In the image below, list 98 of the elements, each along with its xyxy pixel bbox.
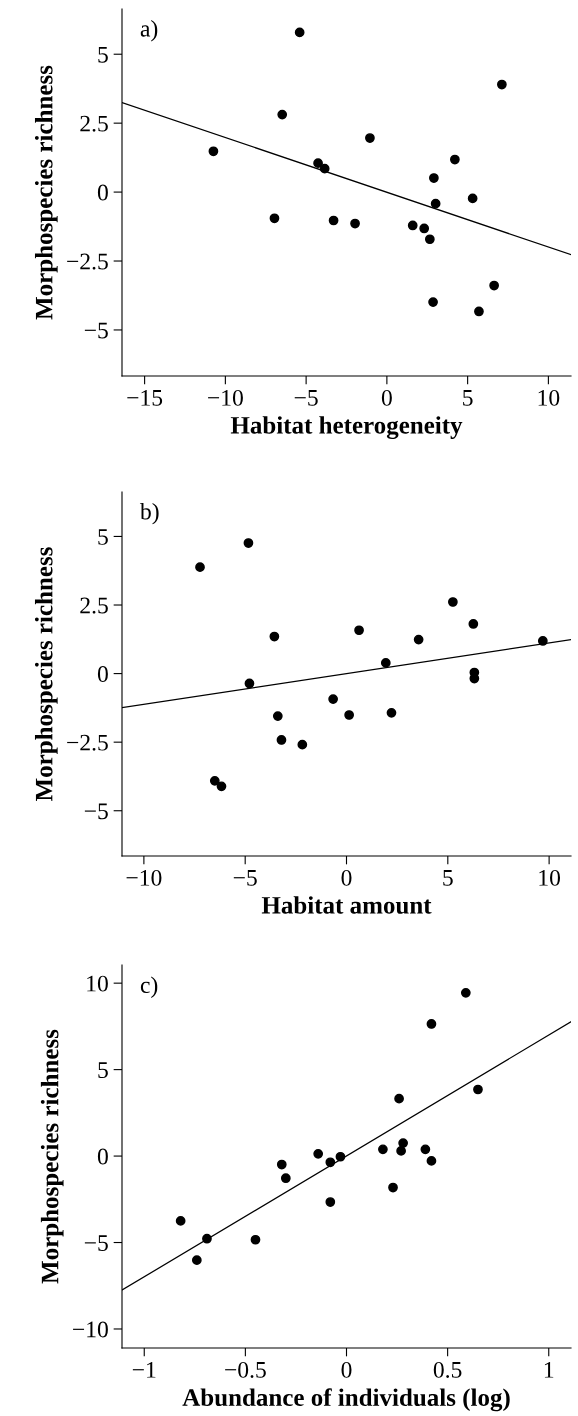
point (428, 297, 438, 307)
point (388, 1182, 398, 1193)
y-tick-label: −2.5 (67, 253, 108, 270)
x-axis-title: Abundance of individuals (log) (182, 1388, 510, 1412)
point (191, 1255, 202, 1266)
point (420, 1144, 431, 1155)
annotation: a) (140, 20, 158, 42)
point (396, 1146, 406, 1156)
point (325, 1157, 336, 1168)
x-tick-label: −0.5 (225, 1361, 266, 1378)
point (450, 154, 460, 165)
point (297, 739, 308, 750)
x-tick-label: 0.5 (433, 1361, 462, 1378)
point (328, 215, 339, 226)
y-tick-label: 10 (87, 975, 108, 992)
point (473, 1084, 483, 1095)
point (243, 538, 254, 548)
y-tick-label: 0 (97, 1148, 108, 1165)
y-tick-label: 5 (98, 1062, 108, 1079)
point (386, 707, 397, 718)
point (467, 193, 478, 204)
y-axis-title: Morphospecies richness (34, 65, 58, 320)
point (413, 634, 424, 645)
point (244, 678, 255, 689)
x-tick-label: 5 (463, 390, 473, 406)
x-tick-label: 5 (443, 870, 453, 886)
x-tick-label: 0 (341, 1361, 352, 1378)
point (350, 218, 360, 229)
point (250, 1234, 261, 1245)
x-tick-label: 10 (538, 389, 560, 406)
point (195, 562, 205, 573)
point (489, 280, 499, 291)
x-tick-label: 0 (341, 869, 352, 886)
x-axis-title: Habitat heterogeneity (230, 416, 463, 440)
point (216, 781, 227, 792)
point (335, 1151, 346, 1162)
point (272, 711, 283, 721)
point (497, 79, 507, 90)
y-tick-label: 0 (97, 666, 108, 683)
x-tick-label: −10 (126, 869, 162, 886)
y-axis-title: Morphospecies richness (40, 1029, 64, 1284)
point (419, 223, 430, 234)
point (380, 658, 391, 668)
point (429, 173, 439, 183)
point (394, 1093, 404, 1104)
point (344, 710, 354, 720)
annotation: b) (139, 502, 159, 525)
point (430, 198, 441, 209)
y-tick-label: −2.5 (67, 734, 108, 751)
y-tick-label: −5 (84, 803, 108, 820)
y-tick-label: −5 (84, 322, 108, 339)
point (269, 213, 280, 224)
x-tick-label: 0 (381, 389, 392, 406)
point (448, 597, 458, 607)
x-tick-label: 10 (539, 869, 561, 886)
point (319, 163, 330, 174)
y-tick-label: 5 (98, 529, 108, 545)
x-tick-label: 1 (544, 1361, 554, 1378)
point (294, 27, 305, 38)
x-tick-label: −5 (233, 870, 257, 886)
x-tick-label: −5 (294, 390, 318, 406)
point (269, 631, 280, 642)
point (277, 109, 288, 120)
point (175, 1216, 186, 1226)
point (474, 306, 484, 317)
point (313, 158, 323, 168)
point (276, 1159, 287, 1170)
x-tick-label: −1 (132, 1361, 156, 1378)
point (460, 987, 471, 998)
point (328, 694, 338, 704)
point (378, 1144, 388, 1155)
y-tick-label: 2.5 (80, 115, 108, 132)
point (365, 133, 375, 143)
y-tick-label: 0 (97, 184, 108, 201)
point (468, 619, 479, 629)
y-tick-label: 5 (98, 46, 108, 63)
point (426, 1019, 437, 1029)
x-tick-label: −15 (127, 389, 163, 406)
annotation: c) (140, 976, 158, 998)
point (209, 775, 220, 786)
point (276, 735, 287, 745)
y-tick-label: 2.5 (80, 597, 108, 614)
point (208, 146, 219, 157)
point (407, 220, 418, 231)
point (424, 234, 435, 245)
point (325, 1197, 336, 1207)
x-tick-label: −10 (208, 389, 243, 406)
point (537, 636, 548, 646)
point (202, 1233, 212, 1244)
x-axis-title: Habitat amount (261, 896, 432, 914)
point (398, 1138, 408, 1148)
y-tick-label: −10 (73, 1321, 108, 1338)
point (354, 625, 364, 636)
point (313, 1148, 324, 1159)
point (280, 1173, 291, 1184)
point (426, 1156, 437, 1166)
y-axis-title: Morphospecies richness (34, 547, 58, 801)
y-tick-label: −5 (84, 1235, 108, 1251)
